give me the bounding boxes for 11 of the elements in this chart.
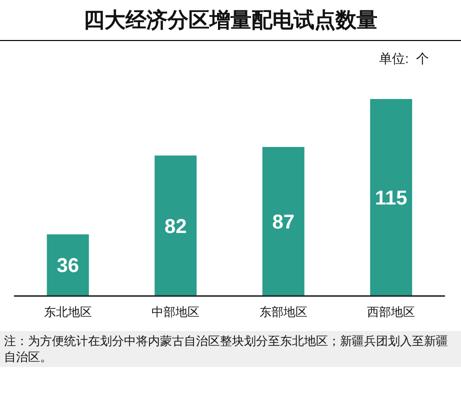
x-tick-label: 中部地区 (152, 305, 200, 319)
chart-title: 四大经济分区增量配电试点数量 (82, 8, 378, 34)
data-label: 115 (374, 188, 408, 210)
x-tick-label: 东北地区 (44, 305, 92, 319)
x-tick-label: 东部地区 (259, 305, 308, 319)
x-tick-label: 西部地区 (367, 305, 416, 319)
data-label: 87 (272, 211, 294, 234)
data-label: 36 (56, 255, 79, 278)
text: 单位: 个 (379, 50, 429, 68)
text: 注：为方便统计在划分中将内蒙古自治区整块划分至东北地区；新疆兵团划入至新疆自治区。 (0, 331, 461, 367)
data-label: 82 (164, 216, 187, 238)
